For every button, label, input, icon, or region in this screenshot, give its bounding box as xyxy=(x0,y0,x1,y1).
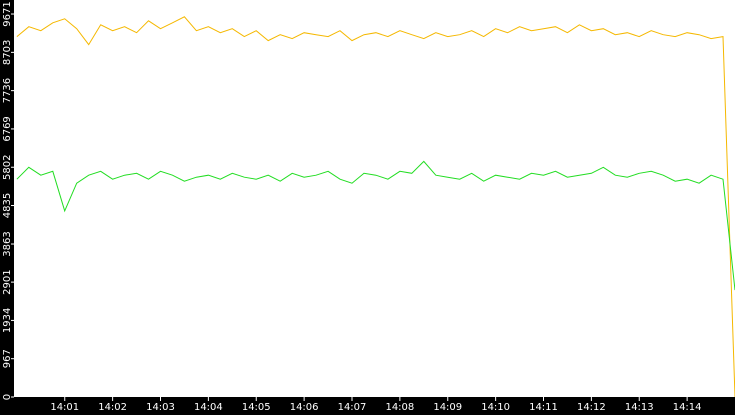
y-tick-label: 4835 xyxy=(2,193,13,218)
y-tick-label: 2901 xyxy=(2,269,13,294)
x-tick-label: 14:07 xyxy=(338,402,367,413)
y-axis-band xyxy=(0,0,14,415)
x-tick-label: 14:05 xyxy=(242,402,271,413)
x-axis-band xyxy=(0,397,735,415)
y-tick-label: 7736 xyxy=(2,78,13,103)
x-tick-label: 14:14 xyxy=(673,402,702,413)
y-tick-label: 0 xyxy=(2,394,13,400)
y-tick-label: 5802 xyxy=(2,155,13,180)
x-tick-label: 14:11 xyxy=(529,402,558,413)
series-line xyxy=(16,160,735,291)
y-tick-label: 9671 xyxy=(2,1,13,26)
x-tick-label: 14:13 xyxy=(625,402,654,413)
y-tick-label: 967 xyxy=(2,349,13,368)
x-tick-label: 14:01 xyxy=(50,402,79,413)
x-tick-label: 14:02 xyxy=(98,402,127,413)
x-tick-label: 14:08 xyxy=(385,402,414,413)
x-tick-label: 14:12 xyxy=(577,402,606,413)
x-tick-label: 14:03 xyxy=(146,402,175,413)
x-tick-label: 14:04 xyxy=(194,402,223,413)
y-tick-label: 8703 xyxy=(2,40,13,65)
series-line xyxy=(16,16,735,398)
x-tick-label: 14:06 xyxy=(290,402,319,413)
y-tick-label: 6769 xyxy=(2,116,13,141)
x-tick-label: 14:10 xyxy=(481,402,510,413)
y-tick-label: 1934 xyxy=(2,308,13,333)
x-tick-label: 14:09 xyxy=(433,402,462,413)
y-tick-label: 3863 xyxy=(2,231,13,256)
